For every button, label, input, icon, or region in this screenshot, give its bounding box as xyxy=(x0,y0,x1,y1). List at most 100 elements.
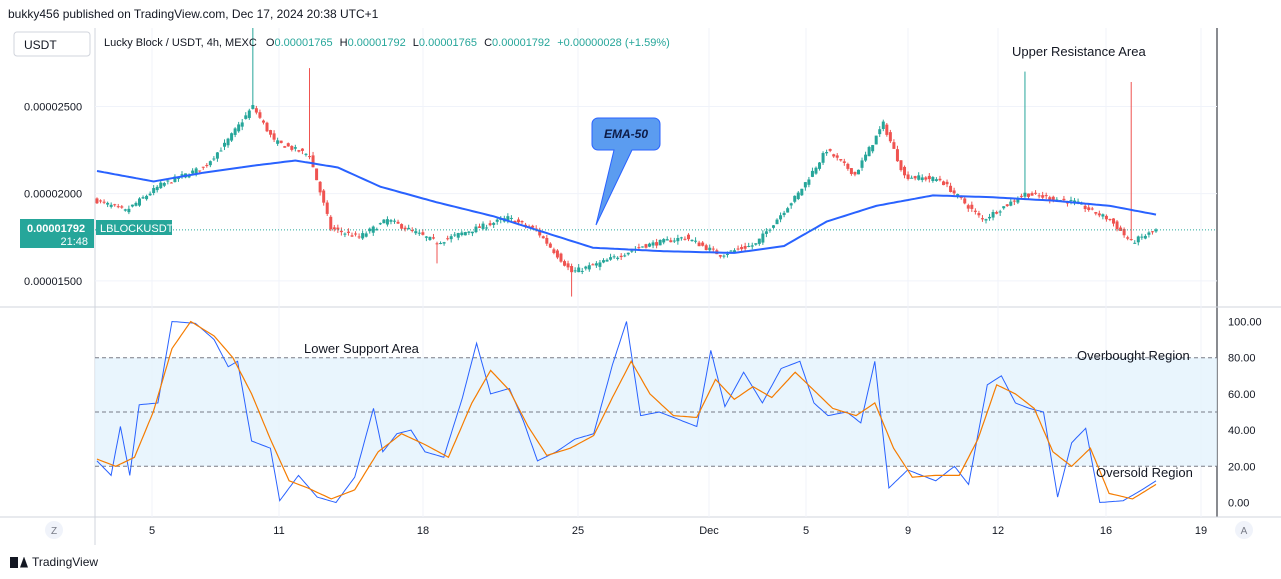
candle-body xyxy=(796,192,800,200)
candle-body xyxy=(927,175,931,180)
candle-body xyxy=(672,240,676,242)
candle-body xyxy=(368,228,372,232)
candle-body xyxy=(106,202,110,205)
candle-body xyxy=(1111,218,1115,224)
candle-body xyxy=(240,122,244,127)
candle-body xyxy=(1044,195,1048,197)
stochastic-k-line xyxy=(96,320,1157,504)
chart-background xyxy=(0,28,1281,545)
candle-body xyxy=(343,233,347,235)
legend-l-label: L xyxy=(413,37,419,49)
candle-body xyxy=(396,221,400,224)
candle-body xyxy=(492,222,496,225)
candle-body xyxy=(864,154,868,161)
candle-body xyxy=(318,181,322,193)
candle-body xyxy=(414,231,418,234)
candle-body xyxy=(516,219,520,223)
candle-body xyxy=(470,231,474,234)
legend-c-value: 0.00001792 xyxy=(492,37,550,49)
candle-body xyxy=(145,195,149,200)
candle-body xyxy=(315,168,319,181)
candle-body xyxy=(662,239,666,243)
time-tick-label: 16 xyxy=(1100,525,1112,537)
time-tick-label: 9 xyxy=(905,525,911,537)
candle-body xyxy=(223,142,227,147)
candle-body xyxy=(350,235,354,237)
candle-body xyxy=(176,177,180,179)
candle-body xyxy=(194,168,198,174)
candle-body xyxy=(1108,219,1112,221)
candle-body xyxy=(1143,235,1147,239)
candle-body xyxy=(860,160,864,168)
candle-body xyxy=(708,247,712,251)
candle-body xyxy=(956,194,960,196)
candle-body xyxy=(793,195,797,202)
legend-h-label: H xyxy=(340,37,348,49)
candle-body xyxy=(155,186,159,191)
price-axis[interactable]: 0.00001500 0.00002000 0.00002500 xyxy=(24,101,82,287)
auto-scale-right-button[interactable] xyxy=(1235,521,1253,539)
tradingview-logo[interactable]: TradingView xyxy=(10,555,98,569)
legend-o-value: 0.00001765 xyxy=(274,37,332,49)
stochastic-tick-label: 60.00 xyxy=(1228,389,1256,401)
auto-scale-right-label: A xyxy=(1241,526,1248,537)
candle-body xyxy=(495,219,499,222)
stochastic-band xyxy=(95,357,1217,467)
candle-body xyxy=(800,188,804,196)
candle-body xyxy=(725,253,729,255)
legend-l-value: 0.00001765 xyxy=(419,37,477,49)
stochastic-axis[interactable]: 0.00 20.00 40.00 60.00 80.00 100.00 xyxy=(1228,316,1262,509)
candle-body xyxy=(995,212,999,214)
candle-body xyxy=(439,243,443,245)
candle-body xyxy=(729,250,733,252)
chart-svg[interactable]: 0.00001500 0.00002000 0.00002500 0.00 20.00… xyxy=(0,28,1281,545)
candle-body xyxy=(1087,207,1091,211)
ema-callout-label: EMA-50 xyxy=(604,127,648,141)
candle-body xyxy=(322,190,326,203)
candle-body xyxy=(1019,195,1023,197)
legend-change: +0.00000028 (+1.59%) xyxy=(557,37,670,49)
candle-body xyxy=(1069,199,1073,201)
candle-body xyxy=(449,236,453,240)
candle-body xyxy=(1026,193,1030,197)
candle-body xyxy=(665,239,669,241)
candle-body xyxy=(949,185,953,192)
stochastic-tick-label: 100.00 xyxy=(1228,316,1262,328)
ema-callout: EMA-50 xyxy=(591,117,661,226)
candle-body xyxy=(1147,232,1151,235)
candle-body xyxy=(230,133,234,141)
tradingview-brand: TradingView xyxy=(32,555,99,569)
auto-scale-left-button[interactable] xyxy=(45,521,63,539)
candle-body xyxy=(332,227,336,230)
currency-button[interactable] xyxy=(13,31,91,57)
candle-body xyxy=(761,233,765,243)
candle-body xyxy=(346,231,350,233)
candle-body xyxy=(733,250,737,253)
candle-body xyxy=(138,198,142,206)
candle-body xyxy=(619,255,623,258)
price-badge-price: 0.00001792 xyxy=(27,223,85,235)
candle-body xyxy=(1115,221,1119,230)
candle-body xyxy=(1122,229,1126,236)
candle-body xyxy=(308,156,312,158)
time-axis[interactable]: 5 11 18 25 Dec 5 9 12 16 19 xyxy=(149,525,1207,537)
candle-body xyxy=(839,159,843,161)
candle-body xyxy=(577,267,581,273)
candle-body xyxy=(453,234,457,236)
candle-body xyxy=(655,242,659,246)
currency-label: USDT xyxy=(24,38,57,52)
candle-body xyxy=(251,105,255,109)
candles xyxy=(95,28,1158,297)
candle-body xyxy=(226,138,230,146)
candle-body xyxy=(563,261,567,266)
candle-body xyxy=(623,255,627,257)
candle-body xyxy=(637,247,641,249)
candle-body xyxy=(485,227,489,229)
candle-body xyxy=(113,204,117,206)
candle-body xyxy=(938,178,942,181)
candle-body xyxy=(244,115,248,119)
candle-body xyxy=(212,158,216,160)
candle-body xyxy=(1041,195,1045,198)
candle-body xyxy=(711,248,715,250)
candle-body xyxy=(1048,197,1052,201)
